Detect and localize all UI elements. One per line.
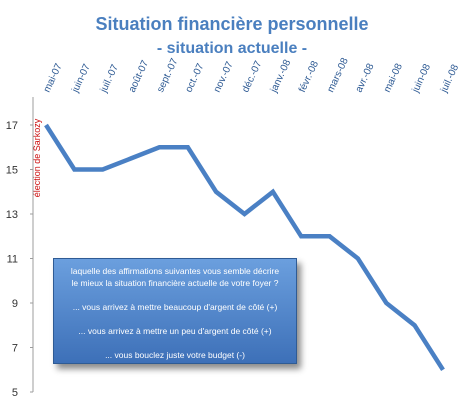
x-tick-label: déc.-07 — [240, 59, 264, 94]
series-line — [44, 123, 445, 372]
x-tick-label: sept.-07 — [155, 56, 180, 94]
legend-question-line-1: laquelle des affirmations suivantes vous… — [70, 266, 280, 276]
x-tick-label: nov.-07 — [212, 60, 236, 95]
x-tick-labels: mai-07 juin-07 juil.-07 août-07 sept.-07 oct.… — [42, 56, 462, 95]
x-tick-label: oct.-07 — [184, 62, 207, 95]
x-tick-label: juin-08 — [410, 62, 433, 95]
y-tick-label: 5 — [12, 387, 18, 399]
x-tick-label: mai-08 — [382, 62, 405, 95]
x-tick-label: avr.-08 — [354, 62, 377, 95]
x-tick-label: mai-07 — [42, 62, 65, 95]
legend-question-line-2: le mieux la situation financière actuell… — [71, 278, 279, 288]
y-tick-label: 11 — [7, 254, 18, 266]
legend-option-3: ... vous bouclez juste votre budget (-) — [105, 350, 245, 360]
x-tick-label: juil.-07 — [98, 63, 121, 96]
y-tick-label: 7 — [12, 343, 18, 355]
legend-option-1: ... vous arrivez à mettre beaucoup d'arg… — [72, 302, 278, 312]
x-tick-label: févr.-08 — [297, 59, 321, 94]
y-tick-labels: 17 15 13 11 9 7 5 — [6, 120, 33, 399]
chart-subtitle: - situation actuelle - — [157, 40, 307, 57]
x-tick-label: août-07 — [127, 58, 151, 94]
y-tick-label: 15 — [6, 165, 18, 177]
annotation-election-sarkozy: élection de Sarkozy — [32, 118, 42, 197]
x-tick-label: janv.-08 — [268, 58, 293, 96]
x-tick-label: juil.-08 — [438, 63, 461, 96]
y-tick-label: 13 — [6, 209, 18, 221]
x-tick-label: juin-07 — [70, 62, 93, 95]
x-tick-label: mars-08 — [325, 56, 351, 94]
question-legend-box: laquelle des affirmations suivantes vous… — [53, 258, 297, 364]
chart-title: Situation financière personnelle — [95, 14, 368, 34]
legend-option-2: ... vous arrivez à mettre un peu d'argen… — [78, 326, 272, 336]
y-tick-label: 17 — [6, 120, 18, 132]
y-tick-label: 9 — [12, 298, 18, 310]
